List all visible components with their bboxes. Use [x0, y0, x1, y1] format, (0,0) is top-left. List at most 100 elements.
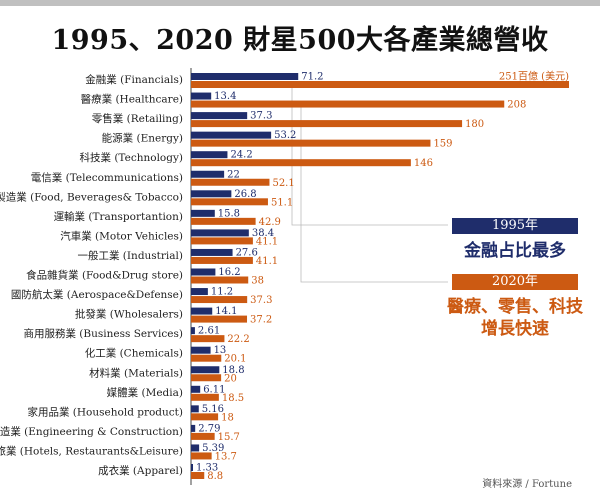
value-label-2020: 15.7	[218, 432, 240, 443]
value-label-1995: 13.4	[214, 91, 236, 102]
bar-1995	[191, 444, 200, 452]
legend-1995-label: 1995年	[452, 218, 578, 234]
value-label-2020: 20.1	[224, 354, 246, 365]
category-label: 材料業 (Materials)	[89, 366, 183, 379]
value-label-1995: 14.1	[215, 306, 237, 317]
value-label-1995: 53.2	[274, 130, 296, 141]
category-label: 科技業 (Technology)	[80, 151, 184, 164]
bar-2020	[191, 120, 463, 128]
value-label-2020: 37.2	[250, 315, 272, 326]
category-label: 食品雜貨業 (Food&Drug store)	[26, 269, 183, 282]
value-label-2020: 41.1	[256, 236, 278, 247]
bar-2020	[191, 276, 249, 284]
value-label-2020: 38	[251, 276, 264, 287]
bar-1995	[191, 112, 248, 120]
value-label-1995: 15.8	[218, 208, 240, 219]
value-label-2020: 52.1	[272, 178, 294, 189]
bar-2020	[191, 413, 219, 421]
bar-2020	[191, 81, 569, 88]
bar-1995	[191, 92, 212, 100]
bar-2020	[191, 178, 270, 186]
bar-2020	[191, 432, 215, 440]
bar-1995	[191, 151, 228, 159]
bar-1995	[191, 346, 211, 354]
bar-2020	[191, 452, 212, 460]
bar-2020	[191, 256, 253, 264]
bar-1995	[191, 248, 233, 256]
top-border	[0, 0, 600, 6]
bar-1995	[191, 229, 249, 237]
category-label: 化工業 (Chemicals)	[85, 347, 183, 360]
bar-2020	[191, 198, 268, 206]
legend-2020-label: 2020年	[452, 274, 578, 290]
bar-2020	[191, 354, 222, 362]
value-label-1995: 38.4	[252, 228, 274, 239]
bar-2020	[191, 315, 248, 323]
category-label: 營造業 (Engineering & Construction)	[0, 425, 183, 438]
value-label-2020: 251百億 (美元)	[499, 70, 569, 83]
bar-2020	[191, 237, 253, 245]
bar-1995	[191, 464, 194, 471]
value-label-1995: 5.39	[202, 443, 224, 454]
category-label: 國防航太業 (Aerospace&Defense)	[11, 288, 183, 301]
category-label: 批發業 (Wholesalers)	[75, 308, 183, 321]
category-label: 金融業 (Financials)	[85, 73, 183, 86]
category-label: 商用服務業 (Business Services)	[23, 327, 183, 340]
bar-2020	[191, 472, 205, 479]
annotation-2020-connector	[300, 101, 448, 283]
category-label: 餐旅業 (Hotels, Restaurants&Leisure)	[0, 444, 183, 457]
value-label-2020: 18	[221, 412, 234, 423]
bar-1995	[191, 73, 299, 80]
bar-1995	[191, 190, 232, 198]
bar-1995	[191, 170, 225, 178]
bar-1995	[191, 288, 208, 296]
category-label: 汽車業 (Motor Vehicles)	[60, 229, 183, 242]
bar-1995	[191, 405, 199, 413]
value-label-2020: 41.1	[256, 256, 278, 267]
value-label-2020: 159	[433, 139, 452, 150]
category-label: 成衣業 (Apparel)	[98, 464, 183, 477]
value-label-1995: 11.2	[211, 287, 233, 298]
value-label-1995: 2.61	[198, 326, 220, 337]
value-label-1995: 24.2	[230, 150, 252, 161]
bar-1995	[191, 385, 201, 393]
value-label-1995: 37.3	[250, 111, 272, 122]
value-label-2020: 20	[224, 373, 237, 384]
value-label-1995: 13	[214, 345, 227, 356]
value-label-2020: 42.9	[259, 217, 281, 228]
annotation-1995: 金融占比最多	[464, 241, 566, 261]
value-label-1995: 16.2	[218, 267, 240, 278]
value-label-1995: 18.8	[222, 365, 244, 376]
bar-1995	[191, 268, 216, 276]
bar-1995	[191, 209, 215, 217]
category-label: 食品製造業 (Food, Beverages& Tobacco)	[0, 190, 183, 203]
value-label-2020: 146	[414, 158, 433, 169]
bar-2020	[191, 393, 219, 401]
bar-2020	[191, 159, 411, 167]
category-label: 能源業 (Energy)	[102, 132, 183, 145]
bar-2020	[191, 296, 248, 304]
bar-1995	[191, 366, 220, 374]
category-label: 醫療業 (Healthcare)	[81, 93, 183, 106]
value-label-1995: 27.6	[236, 247, 258, 258]
category-label: 運輸業 (Transportantion)	[54, 210, 183, 223]
bar-2020	[191, 335, 225, 343]
value-label-2020: 13.7	[215, 451, 237, 462]
chart-title: 1995、2020 財星500大各產業總營收	[51, 25, 549, 56]
value-label-2020: 18.5	[222, 393, 244, 404]
value-label-2020: 8.8	[207, 471, 223, 482]
value-label-1995: 6.11	[203, 384, 225, 395]
bar-2020	[191, 217, 256, 225]
value-label-1995: 71.2	[301, 72, 323, 83]
annotation-1995-connector	[291, 85, 448, 226]
category-label: 一般工業 (Industrial)	[77, 249, 183, 262]
bar-1995	[191, 307, 213, 315]
category-label: 電信業 (Telecommunications)	[31, 171, 183, 184]
source-note: 資料來源 / Fortune	[482, 479, 572, 490]
value-label-1995: 5.16	[202, 404, 224, 415]
bar-2020	[191, 139, 431, 147]
annotation-2020-line1: 醫療、零售、科技	[447, 297, 583, 317]
value-label-1995: 22	[227, 169, 240, 180]
value-label-2020: 208	[507, 100, 526, 111]
